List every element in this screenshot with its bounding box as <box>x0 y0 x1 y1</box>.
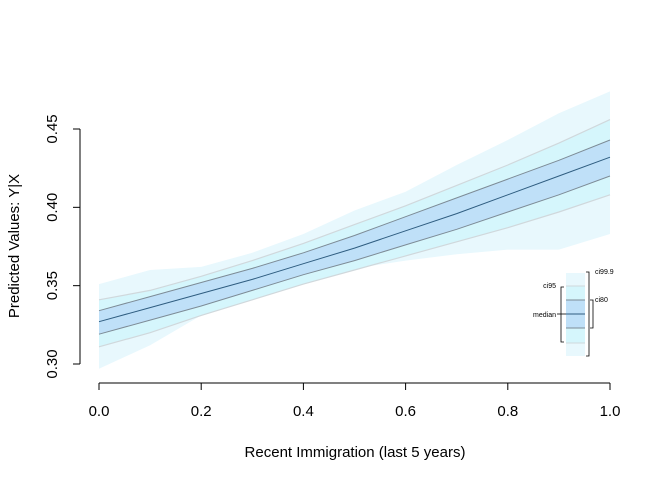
ci80-upper-line <box>98 139 611 312</box>
confidence-bands <box>98 91 611 369</box>
ci80-lower-line <box>98 175 611 335</box>
legend-label-ci999: ci99.9 <box>595 269 614 276</box>
x-tick-label: 0.6 <box>395 403 416 420</box>
ci95-lower-line <box>98 194 611 348</box>
y-axis-label: Predicted Values: Y|X <box>6 174 23 318</box>
legend: ci95 median ci99.9 ci80 <box>533 269 614 357</box>
legend-label-median: median <box>533 312 556 319</box>
ci95-upper-line <box>98 119 611 301</box>
legend-ci95-bracket <box>560 286 564 343</box>
x-tick-label: 0.2 <box>191 403 212 420</box>
legend-ci999-bracket <box>586 271 590 357</box>
x-axis-label: Recent Immigration (last 5 years) <box>245 444 466 461</box>
x-tick-label: 1.0 <box>600 403 621 420</box>
x-tick-label: 0.4 <box>293 403 314 420</box>
axes: 0.0 0.2 0.4 0.6 0.8 1.0 0.30 0.35 0.40 0.45 <box>44 114 620 420</box>
y-tick-label: 0.45 <box>44 114 61 143</box>
x-tick-label: 0.0 <box>89 403 110 420</box>
y-tick-label: 0.30 <box>44 349 61 378</box>
legend-label-ci95: ci95 <box>543 283 556 290</box>
y-tick-label: 0.35 <box>44 271 61 300</box>
y-tick-label: 0.40 <box>44 193 61 222</box>
legend-label-ci80: ci80 <box>595 297 608 304</box>
x-tick-label: 0.8 <box>497 403 518 420</box>
median-line <box>98 156 611 323</box>
legend-ci80-bracket <box>590 299 594 329</box>
